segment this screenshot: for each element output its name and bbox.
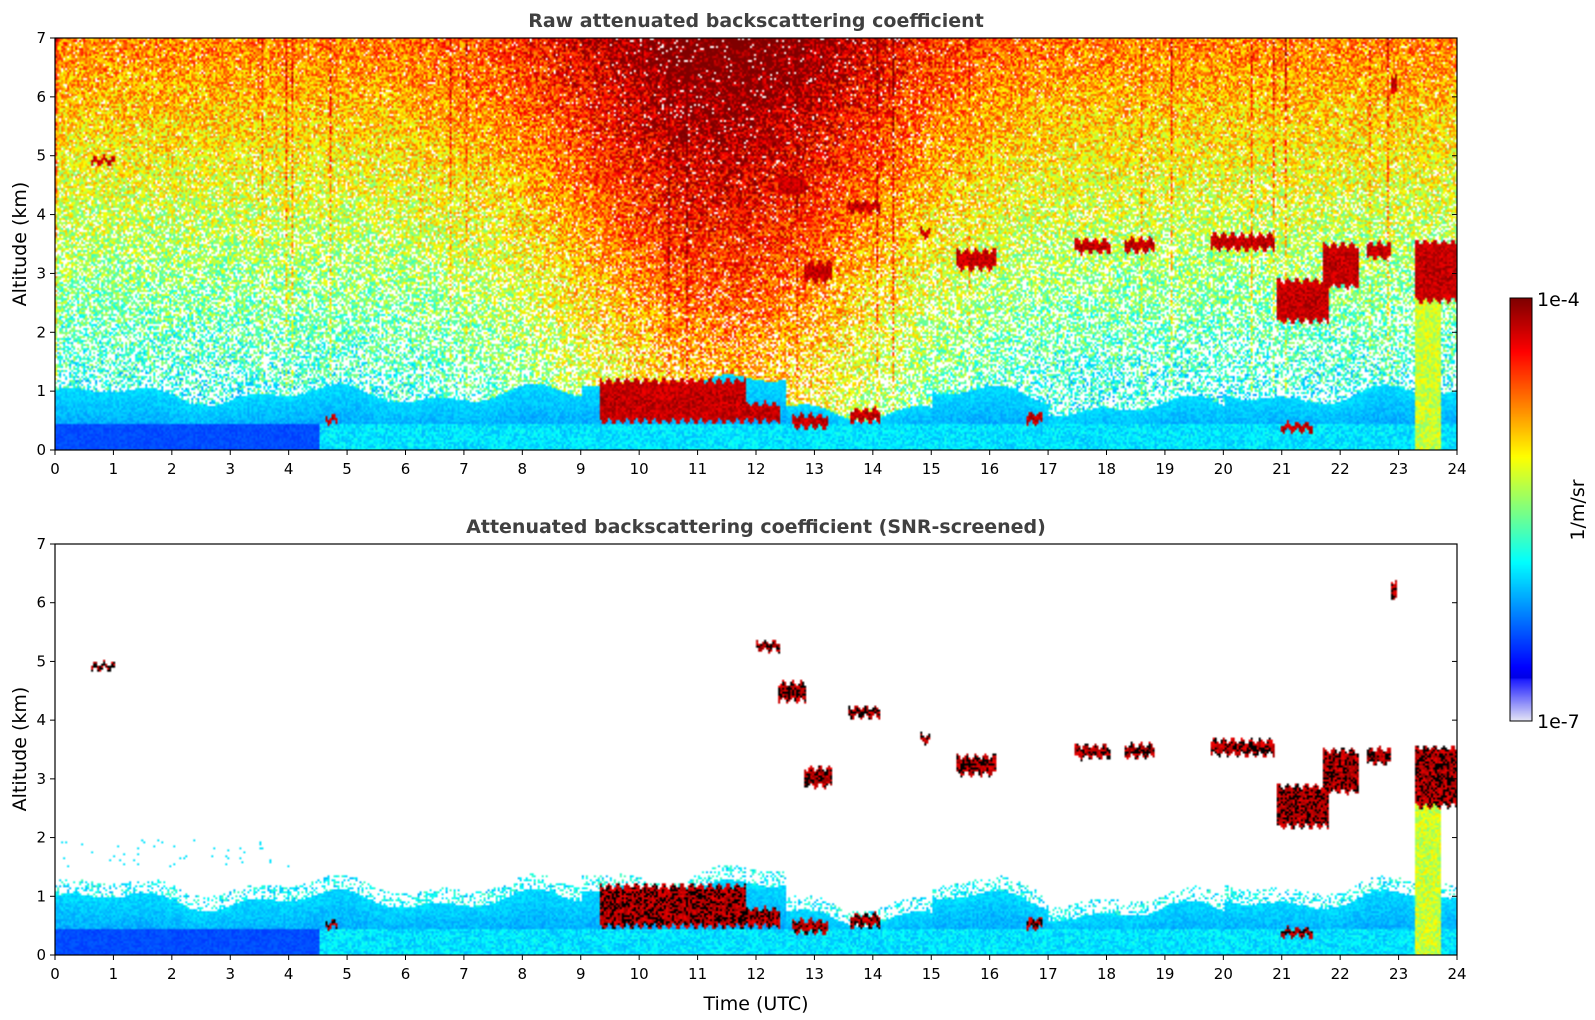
- y-tick-label: 0: [36, 441, 46, 459]
- heatmap-raw: [55, 38, 1457, 450]
- y-tick-label: 4: [36, 206, 46, 224]
- heatmap-snr-screened: [55, 544, 1457, 955]
- y-tick-label: 4: [36, 711, 46, 729]
- colorbar-max-label: 1e-4: [1537, 289, 1580, 311]
- x-tick-label: 6: [401, 460, 411, 478]
- x-tick-label: 1: [109, 460, 119, 478]
- y-tick-label: 1: [36, 887, 46, 905]
- x-tick-label: 8: [518, 460, 528, 478]
- x-tick-label: 12: [746, 965, 765, 983]
- x-tick-label: 4: [284, 460, 294, 478]
- x-tick-label: 7: [459, 460, 469, 478]
- y-tick-label: 1: [36, 382, 46, 400]
- x-tick-label: 20: [1214, 460, 1233, 478]
- x-tick-label: 19: [1155, 965, 1174, 983]
- y-axis: 0 1 2 3 4 5 6 7: [36, 29, 1457, 459]
- x-tick-label: 16: [980, 460, 999, 478]
- x-tick-label: 18: [1097, 965, 1116, 983]
- y-tick-label: 6: [36, 88, 46, 106]
- x-tick-label: 22: [1331, 965, 1350, 983]
- x-tick-label: 15: [922, 965, 941, 983]
- x-tick-label: 2: [167, 965, 177, 983]
- x-tick-label: 17: [1039, 965, 1058, 983]
- x-tick-label: 6: [401, 965, 411, 983]
- chart-title: Attenuated backscattering coefficient (S…: [466, 516, 1046, 538]
- x-axis: 0 1 2 3 4 5 6 7 8 9 10 11 12 13 14 15 16 17 18 19 20 21 22 23 24: [50, 450, 1467, 478]
- y-tick-label: 2: [36, 323, 46, 341]
- colorbar: 1e-4 1e-7 1/m/sr: [1509, 289, 1589, 733]
- x-tick-label: 10: [630, 965, 649, 983]
- y-tick-label: 0: [36, 946, 46, 964]
- x-tick-label: 1: [109, 965, 119, 983]
- x-tick-label: 12: [746, 460, 765, 478]
- x-tick-label: 0: [50, 965, 60, 983]
- y-tick-label: 6: [36, 594, 46, 612]
- y-tick-label: 5: [36, 147, 46, 165]
- y-tick-label: 3: [36, 770, 46, 788]
- x-tick-label: 24: [1447, 460, 1466, 478]
- colorbar-gradient: [1510, 298, 1532, 721]
- x-tick-label: 16: [980, 965, 999, 983]
- x-tick-label: 9: [576, 965, 586, 983]
- x-tick-label: 0: [50, 460, 60, 478]
- x-tick-label: 14: [863, 965, 882, 983]
- x-tick-label: 11: [688, 965, 707, 983]
- x-tick-label: 13: [805, 965, 824, 983]
- x-axis-label: Time (UTC): [702, 993, 808, 1015]
- y-axis-label: Altitude (km): [9, 182, 31, 307]
- y-tick-label: 7: [36, 29, 46, 47]
- x-tick-label: 5: [342, 460, 352, 478]
- y-tick-label: 5: [36, 652, 46, 670]
- x-tick-label: 2: [167, 460, 177, 478]
- colorbar-label: 1/m/sr: [1567, 479, 1589, 540]
- y-axis-label: Altitude (km): [9, 687, 31, 812]
- x-tick-label: 23: [1389, 965, 1408, 983]
- x-tick-label: 13: [805, 460, 824, 478]
- x-tick-label: 22: [1331, 460, 1350, 478]
- x-tick-label: 14: [863, 460, 882, 478]
- chart-title: Raw attenuated backscattering coefficien…: [528, 10, 984, 32]
- x-axis: 0 1 2 3 4 5 6 7 8 9 10 11 12 13 14 15 16 17 18 19 20 21 22 23 24: [50, 955, 1467, 983]
- x-tick-label: 21: [1272, 965, 1291, 983]
- x-tick-label: 15: [922, 460, 941, 478]
- panel-raw: Raw attenuated backscattering coefficien…: [9, 10, 1467, 478]
- y-axis: 0 1 2 3 4 5 6 7: [36, 535, 1457, 964]
- y-tick-label: 3: [36, 264, 46, 282]
- x-tick-label: 11: [688, 460, 707, 478]
- y-tick-label: 2: [36, 829, 46, 847]
- x-tick-label: 23: [1389, 460, 1408, 478]
- x-tick-label: 18: [1097, 460, 1116, 478]
- x-tick-label: 8: [518, 965, 528, 983]
- x-tick-label: 5: [342, 965, 352, 983]
- x-tick-label: 4: [284, 965, 294, 983]
- x-tick-label: 19: [1155, 460, 1174, 478]
- colorbar-min-label: 1e-7: [1537, 711, 1580, 733]
- x-tick-label: 7: [459, 965, 469, 983]
- x-tick-label: 24: [1447, 965, 1466, 983]
- y-tick-label: 7: [36, 535, 46, 553]
- x-tick-label: 3: [225, 965, 235, 983]
- x-tick-label: 3: [225, 460, 235, 478]
- x-tick-label: 9: [576, 460, 586, 478]
- x-tick-label: 10: [630, 460, 649, 478]
- x-tick-label: 17: [1039, 460, 1058, 478]
- x-tick-label: 20: [1214, 965, 1233, 983]
- colorbar-frame: [1509, 297, 1533, 722]
- x-tick-label: 21: [1272, 460, 1291, 478]
- panel-snr-screened: Attenuated backscattering coefficient (S…: [9, 516, 1467, 1015]
